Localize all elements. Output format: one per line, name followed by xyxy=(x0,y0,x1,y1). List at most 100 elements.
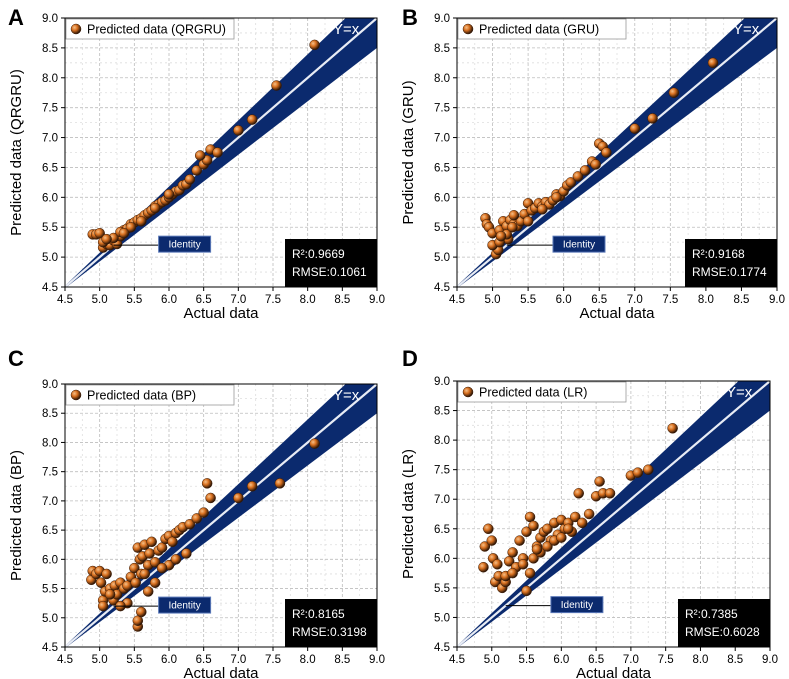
y-tick-label: 5.0 xyxy=(42,252,58,264)
x-tick-label: 6.5 xyxy=(591,294,607,306)
x-tick-label: 7.0 xyxy=(230,294,246,306)
data-point xyxy=(184,174,196,185)
data-point xyxy=(205,492,216,504)
data-point xyxy=(198,507,209,518)
x-tick-label: 7.5 xyxy=(658,654,674,666)
x-axis-label: Actual data xyxy=(579,305,655,322)
data-point xyxy=(233,492,244,504)
data-point xyxy=(191,513,202,524)
data-point xyxy=(508,210,520,221)
data-point xyxy=(569,511,581,523)
y-tick-label: 8.0 xyxy=(434,73,450,85)
y-tick-label: 8.0 xyxy=(42,437,58,449)
y-tick-label: 5.5 xyxy=(434,222,450,234)
rmse-value: RMSE:0.1061 xyxy=(292,265,367,279)
y-tick-label: 4.5 xyxy=(42,282,58,294)
data-point xyxy=(130,577,141,588)
data-point xyxy=(118,227,130,239)
y-tick-label: 5.0 xyxy=(434,612,450,624)
data-point xyxy=(181,548,192,559)
reference-line-label: Y=x xyxy=(733,21,760,38)
legend-label: Predicted data (GRU) xyxy=(479,23,599,37)
panel-letter: B xyxy=(402,5,418,30)
x-tick-label: 4.5 xyxy=(57,294,73,306)
chart-panel-d: D 4.5 5.0 5.5 6.0 6.5 7.0 7.5 8.0 8.5 9.0 4.5 5.0 5.5… xyxy=(400,346,778,679)
identity-box xyxy=(158,235,212,253)
y-axis-label: Predicted data (GRU) xyxy=(400,80,417,224)
rmse-value: RMSE:0.3198 xyxy=(292,625,367,639)
data-point xyxy=(524,567,536,579)
x-tick-label: 8.0 xyxy=(300,294,316,306)
legend-marker xyxy=(462,23,474,35)
data-point xyxy=(274,478,286,489)
x-tick-label: 8.5 xyxy=(334,654,350,666)
identity-label: Identity xyxy=(168,240,200,251)
identity-label: Identity xyxy=(168,601,200,612)
stats-box xyxy=(678,599,770,647)
y-tick-label: 6.0 xyxy=(42,554,58,566)
stats-box xyxy=(285,239,377,287)
data-point xyxy=(507,567,518,579)
x-tick-label: 9.0 xyxy=(369,294,385,306)
data-point xyxy=(142,586,154,597)
y-tick-label: 9.0 xyxy=(434,376,450,388)
reference-line-label: Y=x xyxy=(333,387,360,404)
data-point xyxy=(495,230,507,242)
y-tick-label: 7.0 xyxy=(42,133,58,145)
data-point xyxy=(201,478,213,489)
y-axis-label: Predicted data (BP) xyxy=(8,450,25,581)
data-point xyxy=(104,589,116,600)
y-tick-label: 5.5 xyxy=(434,583,450,595)
x-tick-label: 6.5 xyxy=(588,654,604,666)
data-point xyxy=(537,204,548,215)
x-tick-label: 5.5 xyxy=(520,294,536,306)
data-point xyxy=(707,57,719,69)
data-point xyxy=(486,535,498,546)
data-point xyxy=(521,585,532,597)
r2-value: R²:0.8165 xyxy=(292,607,345,621)
y-tick-label: 8.0 xyxy=(42,73,58,85)
data-point xyxy=(149,557,161,568)
y-tick-label: 5.5 xyxy=(42,584,58,596)
r2-value: R²:0.7385 xyxy=(685,607,738,621)
data-point xyxy=(129,562,140,574)
data-point xyxy=(139,568,150,580)
x-tick-label: 5.5 xyxy=(519,654,535,666)
data-point xyxy=(556,532,567,543)
data-point xyxy=(167,536,178,548)
data-point xyxy=(233,125,244,136)
y-tick-label: 5.0 xyxy=(434,252,450,264)
identity-label: Identity xyxy=(563,240,595,251)
legend-label: Predicted data (BP) xyxy=(87,389,196,403)
x-tick-label: 6.0 xyxy=(161,654,177,666)
y-tick-label: 7.5 xyxy=(434,465,450,477)
x-tick-label: 5.0 xyxy=(484,654,500,666)
data-point xyxy=(594,476,605,487)
x-tick-label: 7.5 xyxy=(662,294,678,306)
x-tick-label: 9.0 xyxy=(369,654,385,666)
data-point xyxy=(146,536,157,548)
y-tick-label: 7.5 xyxy=(42,467,58,479)
y-tick-label: 9.0 xyxy=(42,379,58,391)
data-point xyxy=(572,171,584,182)
legend-box xyxy=(65,18,235,40)
panel-letter: C xyxy=(8,346,24,371)
identity-label: Identity xyxy=(561,600,593,611)
data-point xyxy=(194,150,206,161)
data-point xyxy=(517,558,529,570)
identity-box xyxy=(550,596,604,614)
x-tick-label: 7.0 xyxy=(623,654,639,666)
data-point xyxy=(132,615,144,626)
x-tick-label: 8.5 xyxy=(334,294,350,306)
y-tick-label: 7.0 xyxy=(434,133,450,145)
y-tick-label: 8.5 xyxy=(434,406,450,418)
data-point xyxy=(191,165,202,176)
data-points xyxy=(480,57,719,260)
x-axis-label: Actual data xyxy=(576,665,652,679)
data-point xyxy=(565,177,577,188)
data-point xyxy=(573,488,584,499)
legend-box xyxy=(457,381,627,403)
y-tick-label: 6.0 xyxy=(434,192,450,204)
data-point xyxy=(94,227,105,239)
